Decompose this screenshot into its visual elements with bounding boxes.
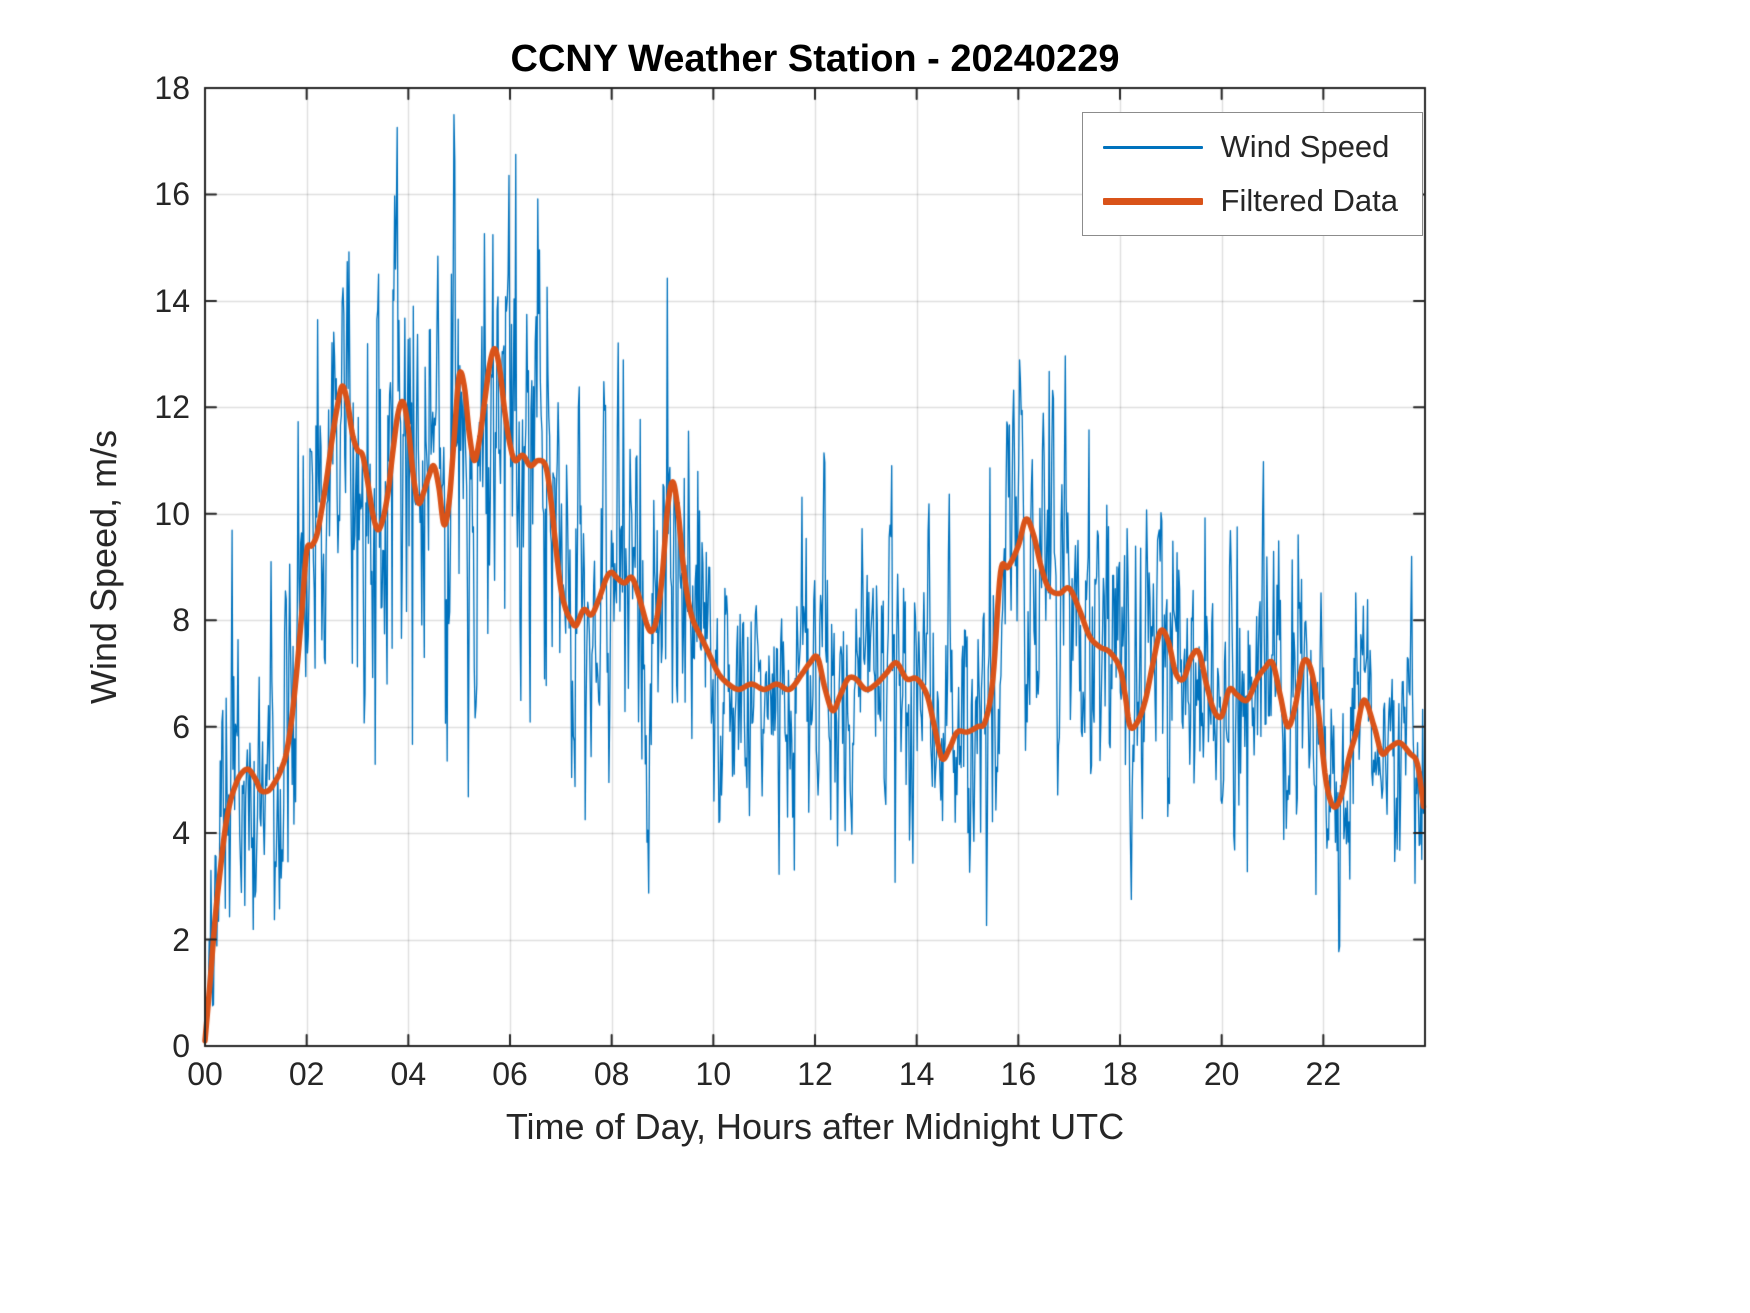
x-axis-label: Time of Day, Hours after Midnight UTC [505,1106,1125,1147]
legend: Wind Speed Filtered Data [1081,112,1423,236]
y-tick-label: 6 [172,708,190,745]
y-tick-label: 16 [154,176,190,213]
x-tick-label: 08 [593,1056,630,1092]
legend-item-filtered-data: Filtered Data [1102,183,1398,219]
x-tick-label: 20 [1203,1056,1240,1092]
y-tick-label: 18 [154,70,190,106]
x-tick-label: 04 [390,1056,427,1092]
x-tick-label: 00 [187,1056,223,1092]
legend-label-wind-speed: Wind Speed [1220,129,1390,164]
y-tick-label: 0 [172,1028,190,1064]
y-tick-label: 12 [154,389,190,426]
legend-item-wind-speed: Wind Speed [1102,129,1398,165]
wind-speed-line-swatch [1102,145,1203,149]
x-tick-label: 16 [1000,1056,1037,1092]
x-tick-label: 12 [797,1056,833,1092]
y-axis-label: Wind Speed, m/s [83,429,124,705]
chart-title: CCNY Weather Station - 20240229 [510,38,1120,80]
x-tick-label: 22 [1305,1056,1342,1092]
y-tick-label: 4 [172,815,190,852]
x-tick-label: 18 [1102,1056,1138,1092]
legend-label-filtered-data: Filtered Data [1220,183,1398,218]
y-tick-label: 14 [154,282,190,319]
y-tick-label: 10 [154,495,190,532]
x-tick-label: 02 [288,1056,325,1092]
filtered-data-line-swatch [1102,197,1203,205]
x-tick-label: 14 [898,1056,935,1092]
x-tick-label: 06 [492,1056,528,1092]
y-tick-label: 2 [172,921,190,958]
y-tick-label: 8 [172,602,190,639]
x-tick-label: 10 [695,1056,732,1092]
